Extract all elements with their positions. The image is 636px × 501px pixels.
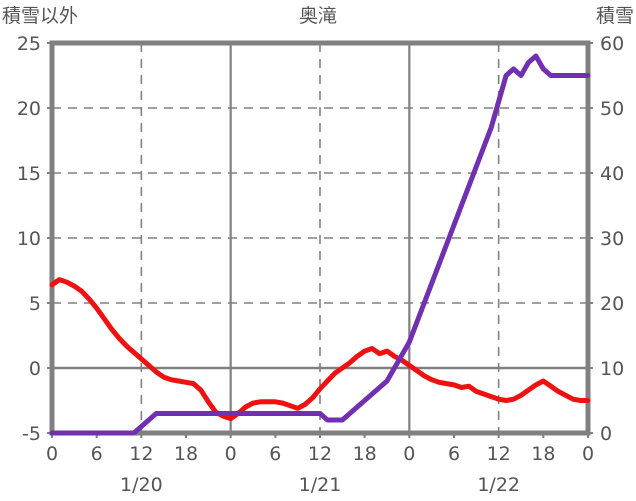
left-axis-tick-label: 0 — [29, 358, 41, 380]
x-axis-tick-label: 12 — [487, 443, 511, 465]
x-axis-tick-label: 12 — [308, 443, 332, 465]
right-axis-tick-labels: 0 10 20 30 40 50 60 — [600, 33, 624, 445]
x-axis-tick-label: 18 — [353, 443, 377, 465]
right-axis-tick-label: 50 — [600, 98, 624, 120]
x-axis-day-label: 1/20 — [120, 474, 163, 496]
tick-marks — [47, 42, 593, 438]
left-axis-tick-label: -5 — [22, 423, 41, 445]
x-axis-tick-label: 0 — [46, 443, 58, 465]
x-axis-tick-label: 18 — [531, 443, 555, 465]
x-axis-tick-label: 0 — [403, 443, 415, 465]
left-axis-tick-label: 25 — [17, 33, 41, 55]
right-axis-tick-label: 60 — [600, 33, 624, 55]
left-axis-tick-label: 20 — [17, 98, 41, 120]
data-series-group — [49, 53, 591, 436]
page-title: 奥滝 — [298, 5, 337, 27]
right-axis-tick-label: 40 — [600, 163, 624, 185]
left-axis-title: 積雪以外 — [2, 5, 79, 27]
series-line-temperature — [49, 277, 591, 422]
left-axis-tick-labels: -5 0 5 10 15 20 25 — [17, 33, 41, 445]
x-axis-day-label: 1/22 — [477, 474, 520, 496]
x-axis-tick-label: 12 — [129, 443, 153, 465]
x-axis-tick-label: 0 — [225, 443, 237, 465]
left-axis-tick-label: 5 — [29, 293, 41, 315]
x-axis-tick-labels: 0 6 12 18 0 6 12 18 0 6 12 18 0 — [46, 443, 594, 465]
series-line-snow-depth — [49, 53, 591, 436]
x-axis-tick-label: 6 — [91, 443, 103, 465]
x-axis-tick-label: 6 — [269, 443, 281, 465]
x-axis-day-label: 1/21 — [299, 474, 342, 496]
right-axis-title: 積雪 — [595, 5, 634, 27]
vertical-gridlines — [140, 43, 500, 433]
left-axis-tick-label: 15 — [17, 163, 41, 185]
right-axis-tick-label: 30 — [600, 228, 624, 250]
right-axis-tick-label: 10 — [600, 358, 624, 380]
x-axis-day-labels: 1/20 1/21 1/22 — [120, 474, 520, 496]
left-axis-tick-label: 10 — [17, 228, 41, 250]
right-axis-tick-label: 20 — [600, 293, 624, 315]
right-axis-tick-label: 0 — [600, 423, 612, 445]
x-axis-tick-label: 18 — [174, 443, 198, 465]
x-axis-tick-label: 0 — [582, 443, 594, 465]
x-axis-tick-label: 6 — [448, 443, 460, 465]
